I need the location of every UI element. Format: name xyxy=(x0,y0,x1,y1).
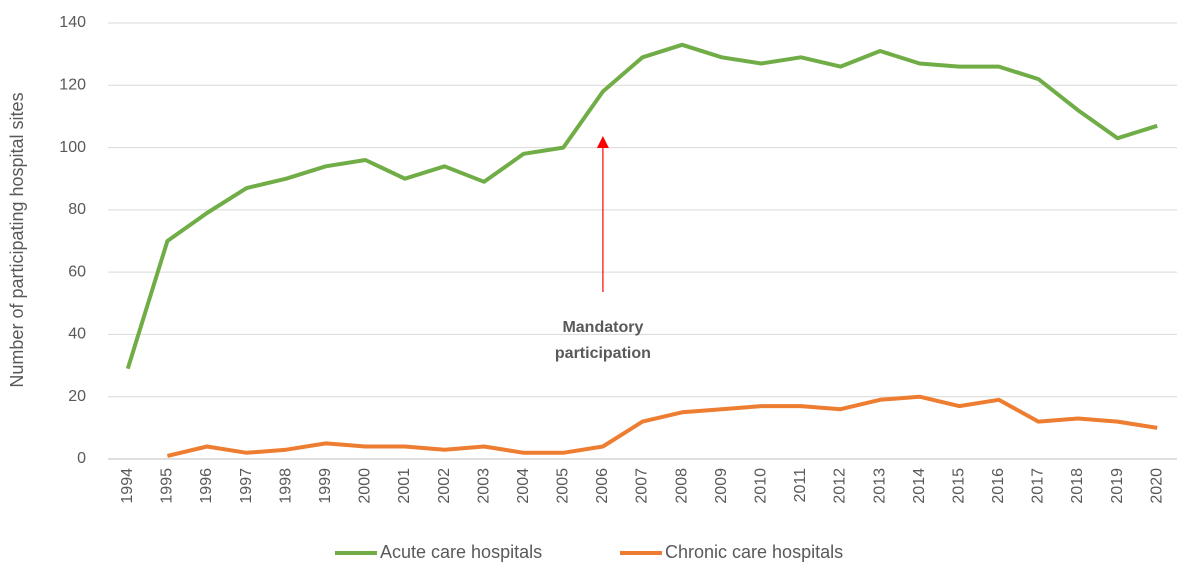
x-tick-label: 1995 xyxy=(159,468,176,504)
y-axis-label: Number of participating hospital sites xyxy=(7,92,27,387)
series-line xyxy=(125,42,1158,370)
legend-label: Chronic care hospitals xyxy=(665,542,843,562)
x-tick-label: 2001 xyxy=(396,468,413,504)
x-tick-label: 1998 xyxy=(277,468,294,504)
x-tick-label: 2007 xyxy=(634,468,651,504)
x-tick-label: 1994 xyxy=(119,468,136,504)
x-tick-label: 2018 xyxy=(1069,468,1086,504)
annotation-arrowhead xyxy=(596,136,609,148)
x-tick-label: 2020 xyxy=(1148,468,1165,504)
y-tick-label: 60 xyxy=(68,263,86,280)
y-tick-label: 100 xyxy=(59,139,86,156)
x-tick-label: 2002 xyxy=(436,468,453,504)
y-tick-label: 20 xyxy=(68,388,86,405)
x-tick-label: 2011 xyxy=(792,468,809,503)
y-tick-label: 40 xyxy=(68,326,86,343)
x-tick-label: 2005 xyxy=(555,468,572,504)
series-line xyxy=(166,394,1158,458)
annotation-text: participation xyxy=(555,345,651,362)
x-tick-label: 2017 xyxy=(1030,468,1047,504)
x-tick-label: 2010 xyxy=(752,468,769,504)
x-tick-label: 2014 xyxy=(911,468,928,504)
y-tick-label: 80 xyxy=(68,201,86,218)
x-tick-label: 2009 xyxy=(713,468,730,504)
x-tick-label: 2003 xyxy=(475,468,492,504)
x-tick-label: 2012 xyxy=(832,468,849,504)
x-tick-label: 2004 xyxy=(515,468,532,504)
x-tick-label: 1996 xyxy=(198,468,215,504)
x-tick-label: 2000 xyxy=(357,468,374,504)
x-tick-label: 2013 xyxy=(871,468,888,504)
x-tick-label: 1997 xyxy=(238,468,255,504)
x-tick-label: 2006 xyxy=(594,468,611,504)
x-tick-label: 2016 xyxy=(990,468,1007,504)
y-tick-label: 140 xyxy=(59,14,86,31)
annotation-text: Mandatory xyxy=(562,319,643,336)
legend-label: Acute care hospitals xyxy=(380,542,542,562)
y-tick-label: 0 xyxy=(77,450,86,467)
y-tick-label: 120 xyxy=(59,77,86,94)
x-tick-label: 2008 xyxy=(673,468,690,504)
x-tick-label: 1999 xyxy=(317,468,334,504)
x-tick-label: 2019 xyxy=(1109,468,1126,504)
x-tick-label: 2015 xyxy=(950,468,967,504)
